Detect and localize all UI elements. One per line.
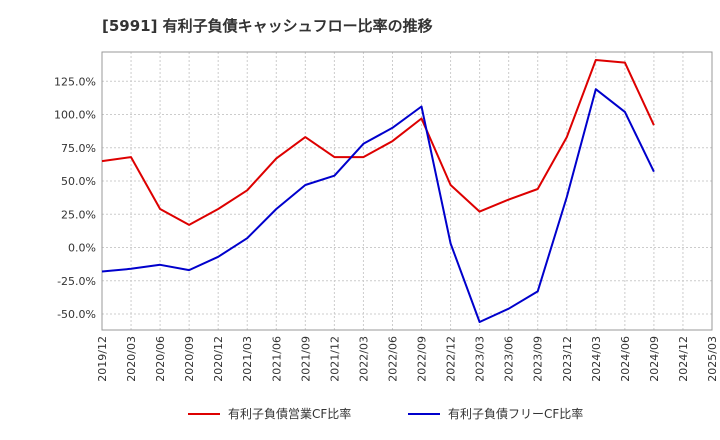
x-tick-label: 2023/03 [474, 336, 487, 382]
x-axis-ticks: 2019/12 2020/03 2020/06 2020/09 2020/12 2021/… [96, 336, 719, 382]
x-tick-label: 2023/12 [561, 336, 574, 382]
y-tick-label: -25.0% [57, 275, 96, 288]
x-tick-label: 2020/06 [154, 336, 167, 382]
series-line-1 [101, 59, 655, 226]
legend-label: 有利子負債フリーCF比率 [448, 406, 583, 421]
series-line-2 [101, 88, 655, 323]
x-tick-label: 2022/09 [416, 336, 429, 382]
x-tick-label: 2024/09 [648, 336, 661, 382]
x-tick-label: 2024/03 [590, 336, 603, 382]
grid [101, 52, 713, 330]
series-lines [101, 59, 655, 323]
x-tick-label: 2021/03 [241, 336, 254, 382]
x-tick-label: 2024/12 [677, 336, 690, 382]
y-tick-label: 0.0% [68, 242, 96, 255]
plot-frame [101, 51, 713, 331]
y-tick-label: 125.0% [54, 75, 96, 88]
x-tick-label: 2020/09 [183, 336, 196, 382]
x-tick-label: 2021/06 [270, 336, 283, 382]
x-tick-label: 2020/03 [125, 336, 138, 382]
x-tick-label: 2019/12 [96, 336, 109, 382]
x-tick-label: 2022/12 [445, 336, 458, 382]
x-tick-label: 2023/06 [503, 336, 516, 382]
x-tick-label: 2023/09 [532, 336, 545, 382]
x-tick-label: 2021/12 [328, 336, 341, 382]
x-tick-label: 2020/12 [212, 336, 225, 382]
y-tick-label: 25.0% [61, 208, 96, 221]
legend-label: 有利子負債営業CF比率 [228, 406, 351, 421]
chart-title: [5991] 有利子負債キャッシュフロー比率の推移 [102, 17, 433, 35]
legend: 有利子負債営業CF比率 有利子負債フリーCF比率 [188, 406, 583, 421]
x-tick-label: 2022/06 [386, 336, 399, 382]
x-tick-label: 2024/06 [619, 336, 632, 382]
x-tick-label: 2021/09 [299, 336, 312, 382]
y-tick-label: 75.0% [61, 142, 96, 155]
x-tick-label: 2025/03 [706, 336, 719, 382]
y-tick-label: -50.0% [57, 308, 96, 321]
y-tick-label: 100.0% [54, 109, 96, 122]
y-axis-ticks: 125.0% 100.0% 75.0% 50.0% 25.0% 0.0% -25.0% -50… [54, 75, 96, 321]
y-tick-label: 50.0% [61, 175, 96, 188]
x-tick-label: 2022/03 [357, 336, 370, 382]
